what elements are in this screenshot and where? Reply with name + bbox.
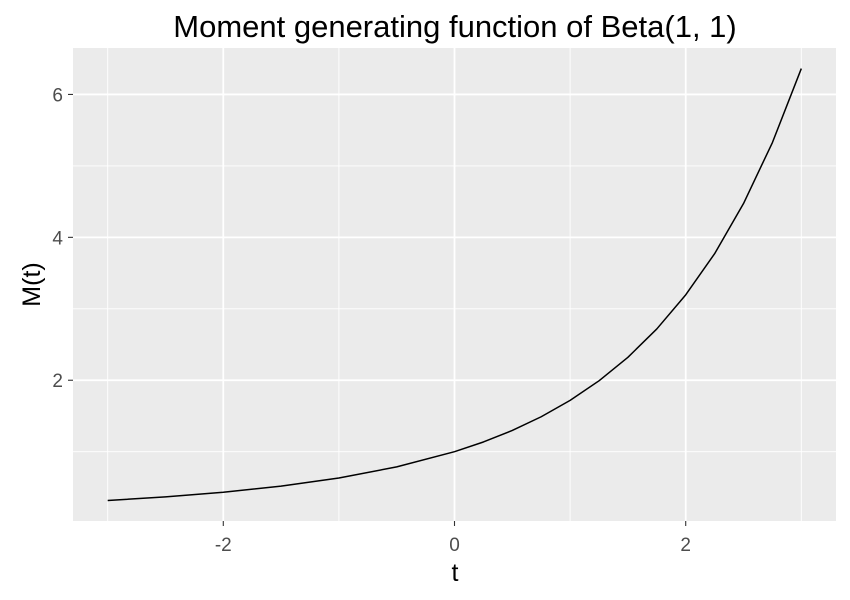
major-gridlines bbox=[73, 48, 836, 521]
y-axis-title: M(t) bbox=[18, 262, 46, 306]
series-line bbox=[107, 68, 803, 502]
x-axis-title: t bbox=[452, 559, 459, 587]
y-tick-label: 6 bbox=[52, 85, 63, 106]
y-axis: 2 4 6 bbox=[52, 85, 73, 392]
x-tick-label: 2 bbox=[680, 535, 691, 556]
chart-title: Moment generating function of Beta(1, 1) bbox=[173, 9, 737, 44]
series-layer bbox=[107, 68, 803, 502]
y-tick-label: 2 bbox=[52, 371, 63, 392]
x-tick-label: -2 bbox=[215, 535, 232, 556]
x-tick-label: 0 bbox=[449, 535, 460, 556]
y-tick-label: 4 bbox=[52, 228, 63, 249]
x-axis: -2 0 2 bbox=[215, 521, 691, 556]
